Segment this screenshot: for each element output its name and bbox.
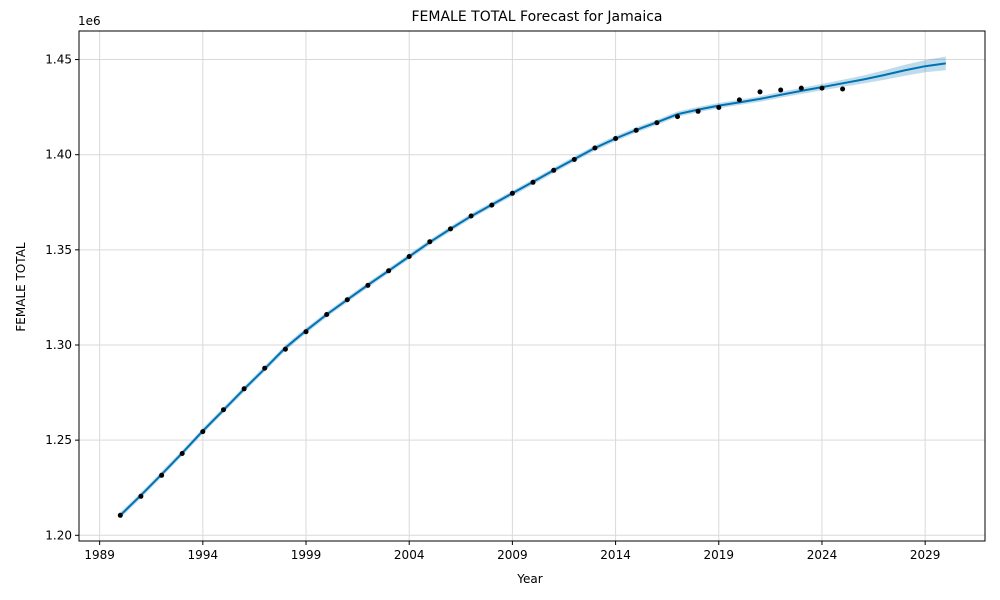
x-tick-label: 2019 xyxy=(703,548,734,562)
y-tick-label: 1.30 xyxy=(45,338,72,352)
observed-point xyxy=(840,86,846,92)
observed-point xyxy=(530,179,536,185)
observed-point xyxy=(592,145,598,151)
y-tick-label: 1.20 xyxy=(45,528,72,542)
observed-point xyxy=(819,85,825,91)
x-axis-label: Year xyxy=(516,572,542,586)
y-tick-label: 1.35 xyxy=(45,243,72,257)
observed-point xyxy=(798,85,804,91)
observed-point xyxy=(386,268,392,274)
observed-point xyxy=(675,114,680,120)
observed-point xyxy=(654,120,660,126)
observed-point xyxy=(489,202,495,208)
x-axis-ticks: 1989 1994 1999 2004 2009 2014 2019 2024 2029 xyxy=(84,541,940,562)
observed-point xyxy=(262,365,268,371)
x-tick-label: 1994 xyxy=(188,548,219,562)
observed-point xyxy=(406,254,412,259)
x-tick-label: 2029 xyxy=(910,548,941,562)
x-tick-label: 1989 xyxy=(84,548,115,562)
observed-point xyxy=(200,429,206,435)
observed-point xyxy=(571,157,577,162)
observed-point xyxy=(736,97,742,103)
y-axis-label: FEMALE TOTAL xyxy=(14,242,28,332)
grid-lines xyxy=(79,31,985,541)
y-multiplier-label: 1e6 xyxy=(78,14,101,28)
x-tick-label: 1999 xyxy=(291,548,322,562)
observed-point xyxy=(179,451,185,456)
y-tick-label: 1.45 xyxy=(45,53,72,67)
observed-point xyxy=(138,493,144,499)
observed-point xyxy=(613,136,619,141)
observed-point xyxy=(241,386,247,392)
y-tick-label: 1.25 xyxy=(45,433,72,447)
observed-point xyxy=(221,407,226,413)
observed-point xyxy=(324,312,330,317)
observed-point xyxy=(468,213,474,219)
observed-point xyxy=(303,329,309,335)
observed-point xyxy=(117,512,123,518)
x-tick-label: 2024 xyxy=(807,548,838,562)
observed-point xyxy=(448,226,453,232)
chart-title: FEMALE TOTAL Forecast for Jamaica xyxy=(412,9,663,25)
x-tick-label: 2004 xyxy=(394,548,425,562)
observed-point xyxy=(716,105,722,110)
plot-frame xyxy=(78,30,986,542)
observed-point xyxy=(551,167,557,173)
observed-point xyxy=(365,282,371,288)
observed-point xyxy=(509,190,515,196)
observed-point xyxy=(344,297,350,303)
observed-point xyxy=(695,108,701,114)
x-tick-label: 2014 xyxy=(600,548,631,562)
observed-point xyxy=(282,346,288,352)
y-axis-ticks: 1.20 1.25 1.30 1.35 1.40 1.45 xyxy=(45,53,79,542)
observed-point xyxy=(159,472,165,478)
observed-point xyxy=(427,239,433,245)
y-tick-label: 1.40 xyxy=(45,148,72,162)
observed-point xyxy=(633,127,639,133)
observed-points-layer xyxy=(117,85,846,518)
x-tick-label: 2009 xyxy=(497,548,528,562)
observed-point xyxy=(778,87,784,93)
observed-point xyxy=(757,89,763,95)
